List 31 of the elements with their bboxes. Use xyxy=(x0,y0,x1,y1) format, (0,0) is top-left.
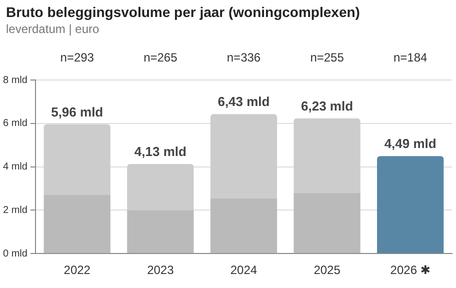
bar xyxy=(44,195,110,254)
bar xyxy=(210,198,278,254)
total-label: 4,13 mld xyxy=(134,144,186,160)
bar xyxy=(210,114,278,198)
y-tick-label: 2 mld xyxy=(3,204,28,216)
total-label: 4,49 mld xyxy=(384,136,436,152)
total-label: 6,43 mld xyxy=(218,94,270,110)
bar xyxy=(127,210,194,254)
bar xyxy=(377,156,444,254)
text: n=255 xyxy=(310,50,344,64)
text: n=293 xyxy=(60,50,94,64)
y-tick-label: 0 mld xyxy=(3,248,28,260)
bar xyxy=(294,192,360,254)
text: n=265 xyxy=(144,50,178,64)
total-label: 5,96 mld xyxy=(51,104,104,120)
x-tick-label: 2025 xyxy=(314,263,341,278)
y-tick-label: 4 mld xyxy=(3,162,28,173)
x-tick-label: 2023 xyxy=(147,263,174,278)
text: n=184 xyxy=(393,50,428,64)
x-tick-label: 2024 xyxy=(230,263,258,278)
x-tick-label: 2026 ✱ xyxy=(390,263,430,278)
bar xyxy=(294,118,360,193)
total-label: 6,23 mld xyxy=(301,98,354,114)
bar xyxy=(44,124,110,196)
text: n=336 xyxy=(226,50,261,64)
chart-title: Bruto beleggingsvolume per jaar (woningcomplexen) xyxy=(6,4,360,20)
x-tick-label: 2022 xyxy=(64,263,91,278)
y-tick-label: 8 mld xyxy=(3,74,28,86)
chart-subtitle: leverdatum | euro xyxy=(6,22,100,36)
bar xyxy=(127,164,194,210)
y-tick-label: 6 mld xyxy=(3,118,28,130)
